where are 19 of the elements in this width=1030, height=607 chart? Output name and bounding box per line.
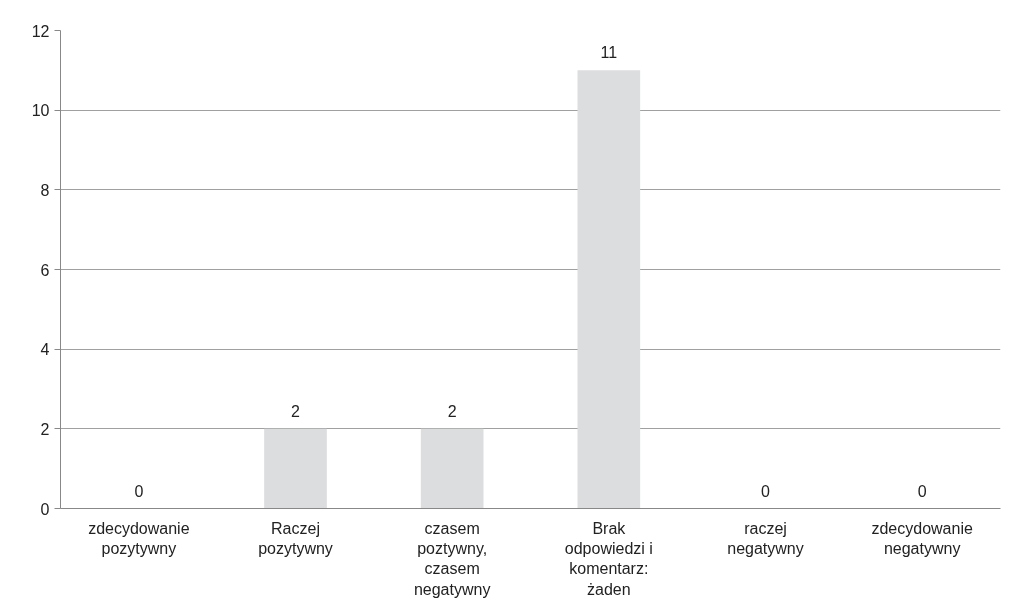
data-label: 2 xyxy=(447,402,457,420)
y-tick-label: 10 xyxy=(31,102,50,120)
data-label: 2 xyxy=(291,402,301,420)
y-tick-label: 6 xyxy=(40,261,50,279)
y-tick-label: 0 xyxy=(40,500,50,518)
x-tick-label: czasem poztywny, czasem negatywny xyxy=(413,519,491,598)
y-tick-label: 8 xyxy=(40,181,50,199)
y-tick-label: 12 xyxy=(31,22,50,40)
y-tick-label: 2 xyxy=(40,420,50,438)
data-label: 0 xyxy=(917,482,927,500)
x-tick-label: Brak odpowiedzi i komentarz: żaden xyxy=(564,519,653,598)
data-label: 0 xyxy=(134,482,144,500)
x-tick-label: zdecydowanie pozytywny xyxy=(88,519,190,557)
y-tick-label: 4 xyxy=(40,341,50,359)
x-tick-label: Raczej pozytywny xyxy=(258,519,333,557)
x-tick-label: raczej negatywny xyxy=(727,519,804,557)
data-label: 0 xyxy=(761,482,771,500)
x-tick-label: zdecydowanie negatywny xyxy=(871,519,973,557)
data-label: 11 xyxy=(600,44,618,62)
